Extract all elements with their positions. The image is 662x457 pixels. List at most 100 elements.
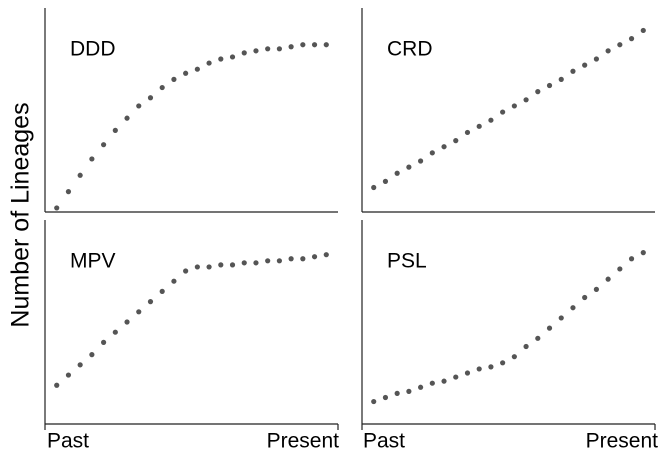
data-dot [429, 380, 435, 386]
data-dot [582, 294, 588, 301]
data-dot [382, 394, 389, 401]
data-dot [159, 288, 165, 294]
data-dot [488, 117, 494, 123]
data-dot [488, 364, 494, 370]
data-dot [89, 352, 95, 358]
data-dot [124, 319, 130, 325]
data-dot [300, 256, 306, 262]
data-dot [500, 109, 506, 115]
data-dot [265, 46, 271, 52]
data-dot [464, 370, 471, 376]
data-dot [54, 205, 60, 211]
data-dot [464, 129, 471, 136]
data-dot [276, 258, 282, 264]
data-dot [241, 260, 247, 266]
data-dot [183, 268, 189, 274]
data-dot [194, 66, 200, 72]
data-dot [171, 76, 177, 82]
data-dot [476, 366, 482, 372]
data-dot [394, 390, 400, 396]
data-dot [546, 325, 553, 331]
data-dot [546, 82, 553, 89]
panel-title: DDD [70, 38, 116, 61]
data-dot [323, 252, 329, 258]
data-dot [453, 374, 459, 380]
data-dot [582, 62, 588, 68]
data-dot [511, 103, 517, 109]
data-dot [101, 142, 107, 148]
data-dot [124, 115, 130, 121]
data-dot [77, 172, 83, 178]
data-dot [300, 42, 306, 48]
data-dot [476, 123, 482, 129]
data-dot [218, 262, 224, 268]
data-dot [159, 84, 165, 91]
data-dot [640, 250, 646, 256]
data-dot [112, 329, 118, 335]
data-dot [371, 184, 377, 191]
data-dot [311, 42, 318, 48]
data-dot [65, 372, 72, 378]
x-start-label: Past [363, 430, 405, 453]
data-dot [441, 378, 447, 384]
data-dot [441, 144, 447, 150]
data-dot [628, 36, 635, 42]
data-dot [147, 95, 154, 101]
data-dot [371, 398, 377, 405]
data-dot [628, 256, 635, 262]
x-end-label: Present [267, 430, 340, 453]
data-dot [136, 103, 142, 109]
data-dot [593, 56, 600, 62]
data-dot [323, 42, 329, 48]
data-dot [311, 254, 318, 260]
data-dot [253, 48, 259, 54]
data-dot [511, 354, 517, 360]
x-start-label: Past [47, 430, 89, 453]
data-dot [605, 276, 611, 282]
data-dot [523, 97, 529, 103]
data-dot [418, 158, 424, 164]
data-dot [288, 44, 294, 50]
data-dot [617, 266, 623, 272]
data-dot [394, 170, 400, 176]
y-axis-label: Number of Lineages [7, 102, 35, 327]
panel-title: MPV [70, 250, 116, 273]
data-dot [523, 343, 529, 350]
data-dot [183, 70, 189, 76]
data-dot [136, 309, 142, 315]
data-dot [558, 315, 564, 321]
data-dot [535, 89, 541, 95]
data-dot [406, 164, 412, 170]
data-dot [218, 56, 224, 62]
data-dot [406, 388, 412, 394]
x-end-label: Present [586, 430, 659, 453]
data-dot [288, 256, 294, 262]
data-dot [194, 264, 200, 270]
data-dot [229, 54, 236, 60]
data-dot [101, 339, 107, 345]
data-dot [206, 264, 212, 270]
data-dot [77, 362, 83, 368]
data-dot [229, 262, 236, 268]
data-dot [617, 42, 623, 48]
panel-title: PSL [387, 250, 427, 273]
data-dot [558, 76, 564, 82]
data-dot [418, 384, 424, 390]
panel-title: CRD [387, 38, 433, 61]
data-dot [241, 50, 247, 56]
data-dot [382, 178, 389, 184]
data-dot [605, 48, 611, 54]
data-dot [429, 150, 435, 156]
data-dot [500, 360, 506, 366]
data-dot [570, 68, 576, 74]
data-dot [570, 305, 576, 311]
data-dot [593, 286, 600, 292]
data-dot [89, 156, 95, 162]
data-dot [276, 46, 282, 52]
data-dot [147, 299, 154, 305]
data-dot [640, 27, 646, 34]
data-dot [453, 138, 459, 144]
data-dot [54, 382, 60, 388]
data-dot [171, 278, 177, 284]
data-dot [65, 189, 72, 195]
